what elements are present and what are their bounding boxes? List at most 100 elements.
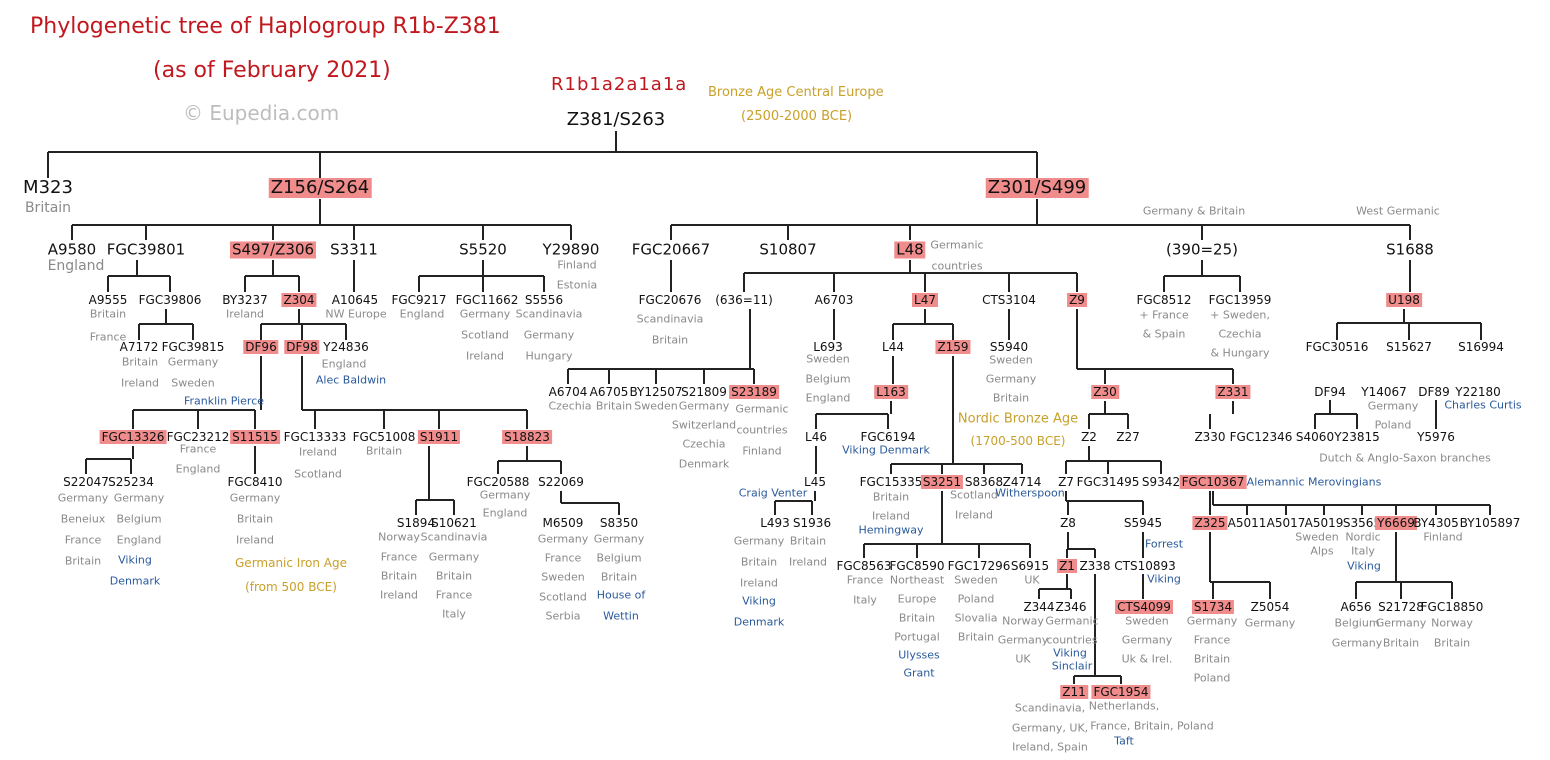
note-l693-2: Belgium: [805, 372, 851, 386]
diagram-subtitle: (as of February 2021): [153, 58, 391, 83]
snp-node-z325: Z325: [1192, 516, 1228, 530]
snp-node-fgc39815: FGC39815: [161, 340, 225, 354]
note-l693-1: Sweden: [806, 352, 850, 366]
snp-node-s3565: S3565: [1342, 516, 1382, 530]
note-s8350-3: Britain: [600, 570, 638, 584]
note-s10621-3: Britain: [435, 569, 473, 583]
note-m6509-2: France: [544, 551, 582, 565]
snp-node-cts3104: CTS3104: [982, 293, 1036, 307]
snp-node-s23189: S23189: [729, 385, 779, 399]
note-fgc11662-1: Germany: [459, 307, 511, 321]
snp-node-s10807: S10807: [759, 240, 817, 259]
note-z344-2: Germany: [997, 633, 1049, 647]
note-z346-p1: Viking: [1053, 646, 1087, 660]
era-label-line2: (2500-2000 BCE): [741, 109, 853, 124]
note-a5019-2: Alps: [1310, 544, 1334, 558]
note-s1734-4: Poland: [1193, 671, 1231, 685]
note-a7172-2: Ireland: [120, 376, 160, 390]
snp-node-z2: Z2: [1081, 430, 1097, 444]
snp-node-l47: L47: [912, 293, 938, 307]
snp-node-l693: L693: [813, 340, 843, 354]
snp-node-z27: Z27: [1116, 430, 1140, 444]
note-fgc51008-1: Britain: [365, 444, 403, 458]
snp-node-s11515: S11515: [230, 430, 280, 444]
note-df96-p: Franklin Pierce: [183, 394, 265, 408]
note-s5556-1: Scandinavia: [515, 307, 583, 321]
snp-node-s18823: S18823: [502, 430, 552, 444]
note-era-nordic-2: (1700-500 BCE): [970, 434, 1066, 448]
snp-node-s22047: S22047: [63, 475, 109, 489]
note-fgc20588-2: England: [482, 506, 528, 520]
snp-node-y29890: Y29890: [542, 240, 600, 259]
note-fgc23212-2: England: [175, 462, 221, 476]
note-z344-1: Norway: [1002, 614, 1044, 628]
note-l493-2: Britain: [740, 555, 778, 569]
snp-node-z338: Z338: [1079, 559, 1111, 573]
note-s23189-2: countries: [736, 423, 788, 437]
note-z301-west: West Germanic: [1356, 204, 1440, 218]
snp-node-a5017: A5017: [1266, 516, 1306, 530]
note-s25234-p2: Denmark: [109, 574, 161, 588]
note-by3237-1: Ireland: [225, 307, 265, 321]
snp-node-fgc17296: FGC17296: [947, 559, 1011, 573]
note-z11-3: Ireland, Spain: [1012, 740, 1088, 754]
note-a10645-1: NW Europe: [325, 307, 387, 321]
note-s1936-1: Britain: [789, 534, 827, 548]
note-s21809-4: Denmark: [678, 457, 730, 471]
note-s3565-1: Nordic: [1345, 530, 1381, 544]
note-s1734-2: France: [1193, 633, 1231, 647]
snp-node-s9342: S9342: [1141, 475, 1181, 489]
snp-node-y23815: Y23815: [1334, 430, 1380, 444]
diagram-title: Phylogenetic tree of Haplogroup R1b-Z381: [30, 14, 501, 39]
note-s1894-3: Britain: [380, 569, 418, 583]
snp-node-z304: Z304: [281, 293, 317, 307]
snp-node-z331: Z331: [1215, 385, 1251, 399]
note-s10621-2: Germany: [428, 550, 480, 564]
note-s1734-3: Britain: [1193, 652, 1231, 666]
snp-node-a7172: A7172: [119, 340, 159, 354]
note-fgc23212-1: France: [179, 442, 217, 456]
note-l493-p1: Viking: [742, 594, 776, 608]
note-fgc17296-3: Slovalia: [954, 611, 998, 625]
snp-node-s16994: S16994: [1458, 340, 1504, 354]
note-fgc1954-1: Netherlands,: [1088, 699, 1160, 713]
snp-node-fgc20588: FGC20588: [466, 475, 530, 489]
snp-node-s1936: S1936: [792, 516, 832, 530]
snp-node-s3251: S3251: [920, 475, 964, 489]
snp-node-fgc1954: FGC1954: [1091, 685, 1151, 699]
snp-node-s497: S497/Z306: [229, 240, 317, 259]
note-l693-3: England: [805, 391, 851, 405]
note-m323-1: Britain: [24, 200, 72, 216]
note-y24836-1: England: [321, 357, 367, 371]
note-fgc8590-p1: Ulysses: [898, 648, 940, 662]
note-y22180-p: Charles Curtis: [1444, 398, 1522, 412]
snp-node-fgc20667: FGC20667: [631, 240, 711, 259]
snp-node-fgc20676: FGC20676: [638, 293, 702, 307]
snp-node-cts10893: CTS10893: [1114, 559, 1176, 573]
note-s22047-3: France: [64, 533, 102, 547]
note-cts4099-2: Germany: [1121, 633, 1173, 647]
snp-node-l45: L45: [804, 475, 826, 489]
snp-node-z30: Z30: [1091, 385, 1119, 399]
note-fgc39815-2: Sweden: [171, 376, 215, 390]
note-fgc17296-4: Britain: [957, 630, 995, 644]
note-s23189-1: Germanic: [735, 402, 789, 416]
snp-node-s1911: S1911: [417, 430, 461, 444]
note-s8350-p2: Wettin: [603, 609, 639, 623]
note-z346-p2: Sinclair: [1051, 659, 1093, 673]
note-z5054-1: Germany: [1244, 616, 1296, 630]
note-s25234-p1: Viking: [118, 553, 152, 567]
note-a7172-1: Britain: [121, 355, 159, 369]
note-fgc10367-p: Alemannic Merovingians: [1246, 475, 1382, 489]
snp-node-z11: Z11: [1060, 685, 1088, 699]
note-m6509-1: Germany: [537, 532, 589, 546]
note-fgc18850-2: Britain: [1433, 636, 1471, 650]
snp-node-fgc13333: FGC13333: [283, 430, 347, 444]
note-l45-p: Craig Venter: [738, 486, 808, 500]
snp-node-y6669: Y6669: [1375, 516, 1417, 530]
note-s5556-2: Germany: [523, 328, 575, 342]
note-l493-3: Ireland: [739, 576, 779, 590]
snp-node-fgc8590: FGC8590: [889, 559, 945, 573]
note-fgc13959-1: + Sweden,: [1210, 308, 1270, 322]
